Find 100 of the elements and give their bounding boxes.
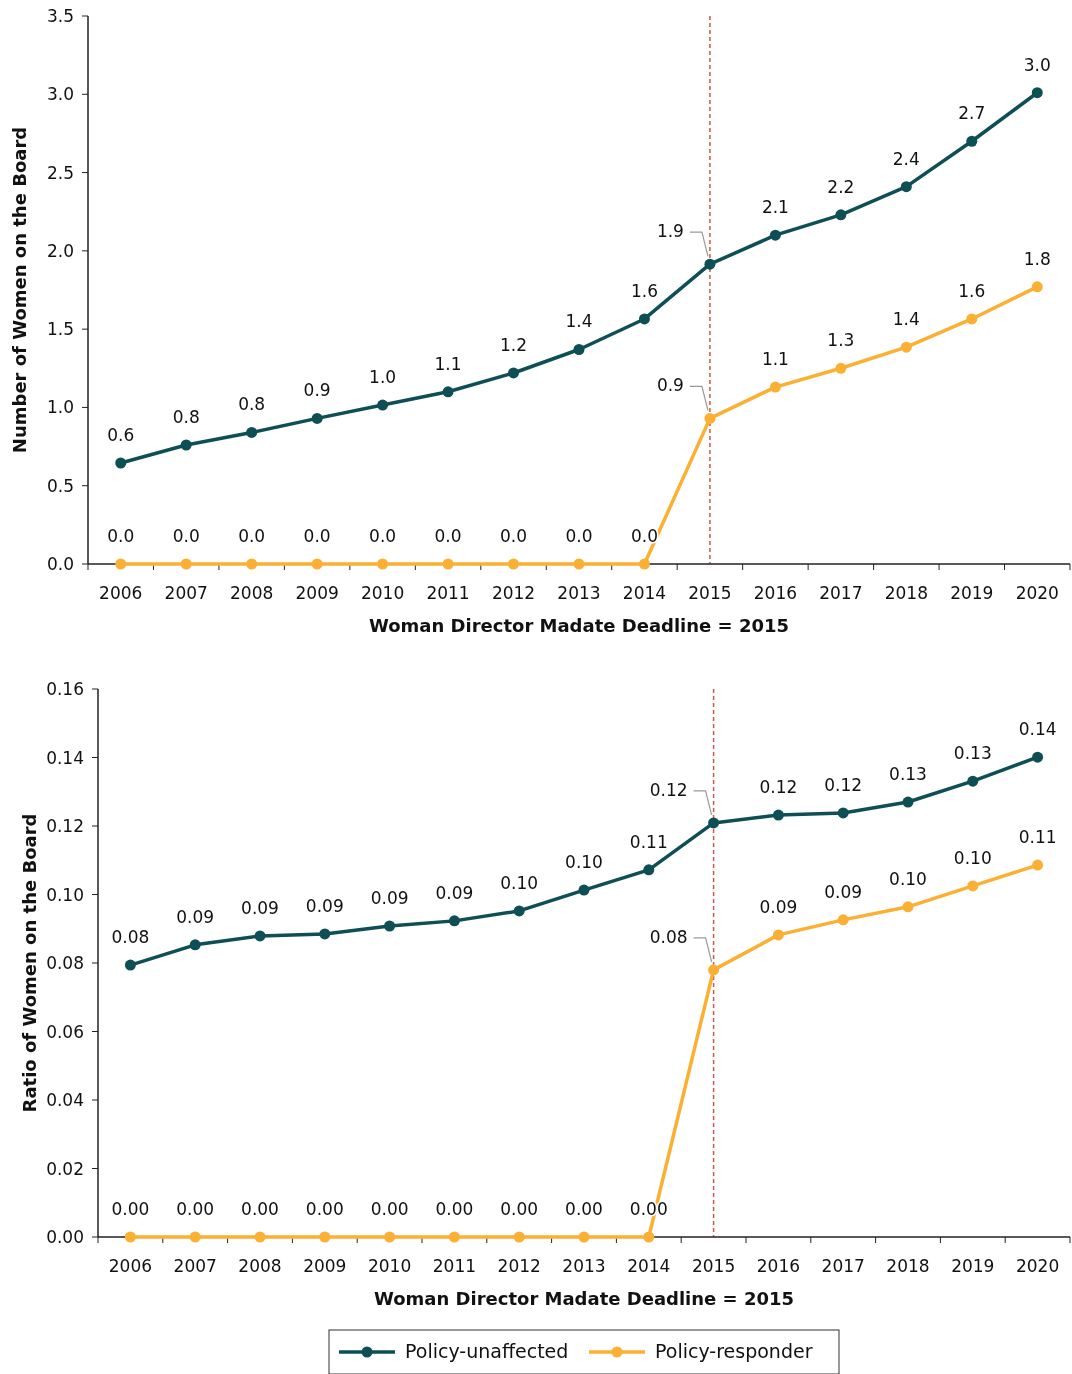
data-label: 0.0 <box>238 526 266 546</box>
point <box>513 1231 525 1243</box>
point <box>1031 87 1043 99</box>
y-tick-label: 1.0 <box>46 397 74 418</box>
point <box>704 258 716 270</box>
point <box>1031 281 1043 293</box>
x-tick-label: 2020 <box>1015 1256 1060 1276</box>
y-tick-label: 0.14 <box>46 747 84 768</box>
x-tick-label: 2014 <box>627 1256 671 1276</box>
data-label: 0.00 <box>241 1199 279 1219</box>
point <box>311 412 323 424</box>
data-label: 0.08 <box>649 926 688 947</box>
x-tick-label: 2019 <box>951 1256 995 1276</box>
data-label: 1.8 <box>1023 248 1051 269</box>
x-tick-label: 2010 <box>367 1256 412 1276</box>
data-label: 0.09 <box>435 882 474 903</box>
y-tick-label: 0.12 <box>46 816 84 836</box>
point <box>900 341 912 353</box>
data-label: 1.9 <box>656 221 684 242</box>
point <box>704 412 716 424</box>
point <box>189 939 201 951</box>
data-label: 0.0 <box>172 526 200 546</box>
point <box>772 929 784 941</box>
data-label: 0.09 <box>370 888 409 909</box>
point <box>180 439 192 451</box>
data-label: 1.1 <box>761 349 789 370</box>
point <box>254 1231 266 1243</box>
data-label: 0.00 <box>565 1199 603 1219</box>
point <box>638 313 650 325</box>
point <box>643 864 655 876</box>
x-tick-label: 2018 <box>886 1256 930 1276</box>
point <box>1032 751 1044 763</box>
x-axis-title: Woman Director Madate Deadline = 2015 <box>374 1288 794 1309</box>
data-label: 0.0 <box>107 526 135 546</box>
y-tick-label: 0.5 <box>46 475 74 496</box>
data-label: 0.10 <box>889 868 927 889</box>
data-label: 1.6 <box>958 280 986 301</box>
point <box>967 775 979 787</box>
data-label: 0.0 <box>369 526 397 546</box>
x-tick-label: 2011 <box>432 1256 477 1276</box>
x-tick-label: 2016 <box>756 1256 801 1276</box>
point <box>837 914 849 926</box>
point <box>966 135 978 147</box>
point <box>319 1231 331 1243</box>
point <box>708 964 720 976</box>
data-label: 2.4 <box>892 148 920 169</box>
point <box>442 558 454 570</box>
point <box>1032 859 1044 871</box>
data-label: 0.00 <box>370 1199 409 1219</box>
x-tick-label: 2019 <box>950 583 994 603</box>
point <box>319 928 331 940</box>
x-tick-label: 2012 <box>491 583 536 603</box>
point <box>189 1231 201 1243</box>
data-label: 0.08 <box>111 927 150 948</box>
data-label: 0.12 <box>824 774 863 795</box>
data-label: 0.00 <box>435 1199 474 1219</box>
x-tick-label: 2017 <box>819 583 863 603</box>
data-label: 0.13 <box>889 764 927 785</box>
point <box>573 344 585 355</box>
point <box>448 915 460 927</box>
point <box>769 229 781 241</box>
data-label: 1.2 <box>500 334 528 355</box>
y-tick-label: 0.0 <box>46 554 74 574</box>
y-tick-label: 3.5 <box>46 6 74 26</box>
x-tick-label: 2018 <box>884 583 928 603</box>
data-label: 0.09 <box>305 895 344 916</box>
data-label: 0.10 <box>500 872 539 893</box>
point <box>384 920 396 932</box>
y-axis-title: Number of Women on the Board <box>9 126 30 454</box>
data-label: 0.00 <box>500 1199 539 1219</box>
x-tick-label: 2010 <box>360 583 405 603</box>
x-tick-label: 2011 <box>426 583 470 603</box>
data-label: 0.14 <box>1018 719 1057 740</box>
data-label: 0.00 <box>111 1199 150 1219</box>
x-tick-label: 2006 <box>108 1256 153 1276</box>
y-tick-label: 0.04 <box>46 1090 84 1110</box>
point <box>835 209 847 221</box>
x-tick-label: 2008 <box>230 583 274 603</box>
data-label: 0.09 <box>759 896 798 917</box>
point <box>377 399 389 411</box>
x-tick-label: 2013 <box>557 583 601 603</box>
point <box>246 558 258 570</box>
x-tick-label: 2007 <box>164 583 208 603</box>
x-tick-label: 2015 <box>691 1256 736 1276</box>
point <box>311 558 323 570</box>
point <box>254 930 266 942</box>
y-tick-label: 0.06 <box>46 1021 84 1042</box>
data-label: 0.0 <box>630 526 658 546</box>
data-label: 0.00 <box>305 1199 344 1219</box>
legend-label: Policy-unaffected <box>405 1340 569 1362</box>
point <box>124 1231 136 1243</box>
data-label: 2.7 <box>958 103 986 124</box>
y-tick-label: 2.5 <box>46 162 74 183</box>
data-label: 0.12 <box>759 777 798 798</box>
data-label: 2.1 <box>761 197 789 218</box>
point <box>246 426 258 438</box>
point <box>448 1231 460 1243</box>
data-label: 0.0 <box>303 526 331 546</box>
x-tick-label: 2006 <box>99 583 143 603</box>
data-label: 0.09 <box>824 881 863 902</box>
